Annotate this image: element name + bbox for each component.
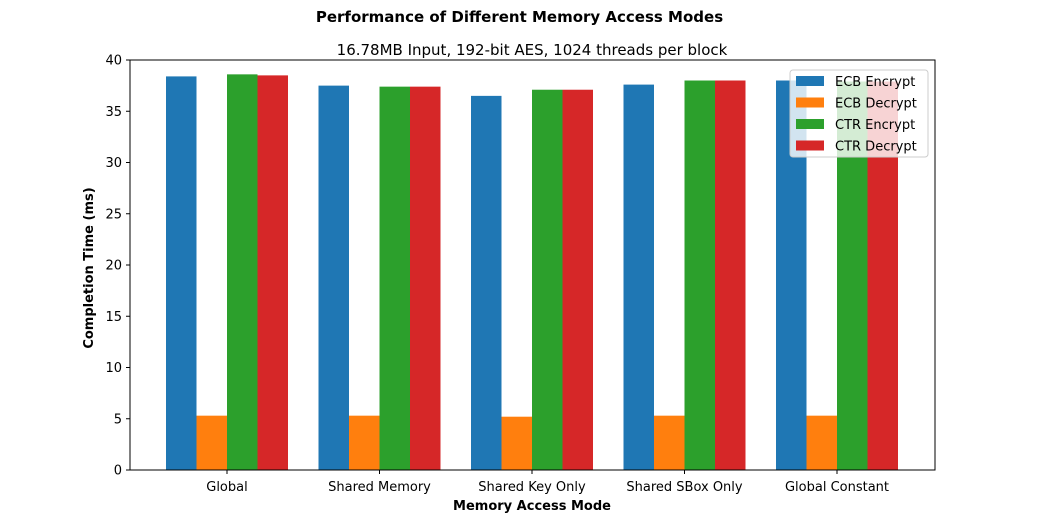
x-tick-label: Shared Key Only xyxy=(478,480,586,495)
y-tick-label: 25 xyxy=(105,207,122,222)
legend-swatch xyxy=(796,76,824,86)
legend: ECB Encrypt ECB Decrypt CTR Encrypt CTR Dec… xyxy=(789,69,929,158)
bar xyxy=(257,75,288,470)
y-tick-label: 5 xyxy=(114,412,122,427)
y-axis: 0 5 10 15 20 25 30 35 40 xyxy=(105,54,130,479)
bar xyxy=(501,416,532,470)
bar xyxy=(379,86,410,471)
bar xyxy=(654,415,685,470)
bar xyxy=(471,95,502,470)
bar xyxy=(349,415,380,470)
y-tick-label: 40 xyxy=(105,54,122,69)
x-tick-label: Shared SBox Only xyxy=(626,480,743,495)
bar xyxy=(684,80,715,470)
legend-label: CTR Decrypt xyxy=(835,140,917,155)
bar xyxy=(562,89,593,470)
chart-suptitle: Performance of Different Memory Access M… xyxy=(316,8,723,26)
legend-label: ECB Encrypt xyxy=(835,75,915,90)
bar xyxy=(623,84,654,470)
bars xyxy=(166,74,898,471)
legend-swatch xyxy=(796,119,824,129)
x-axis-label: Memory Access Mode xyxy=(453,499,611,514)
y-tick-label: 30 xyxy=(105,156,122,171)
legend-swatch xyxy=(796,140,824,151)
chart-title: 16.78MB Input, 192-bit AES, 1024 threads… xyxy=(337,41,728,59)
y-tick-label: 0 xyxy=(114,464,122,479)
x-tick-label: Shared Memory xyxy=(328,480,431,495)
legend-label: ECB Decrypt xyxy=(835,97,917,112)
legend-label: CTR Encrypt xyxy=(835,118,915,133)
legend-box xyxy=(789,69,929,158)
bar xyxy=(196,415,227,470)
bar xyxy=(532,89,563,470)
bar xyxy=(166,76,197,471)
bar xyxy=(227,74,258,470)
x-tick-label: Global xyxy=(206,480,247,495)
legend-swatch xyxy=(796,97,824,108)
bar xyxy=(806,415,837,470)
y-tick-label: 10 xyxy=(105,361,122,376)
y-tick-label: 15 xyxy=(105,310,122,325)
x-tick-label: Global Constant xyxy=(785,480,889,495)
plot-frame xyxy=(129,59,936,471)
x-axis: Global Shared Memory Shared Key Only Shared… xyxy=(206,470,889,495)
y-tick-label: 20 xyxy=(105,259,122,274)
y-tick-label: 35 xyxy=(105,105,122,120)
bar xyxy=(410,86,441,471)
bar xyxy=(318,85,349,470)
bar xyxy=(715,80,746,470)
y-axis-label: Completion Time (ms) xyxy=(82,187,97,348)
